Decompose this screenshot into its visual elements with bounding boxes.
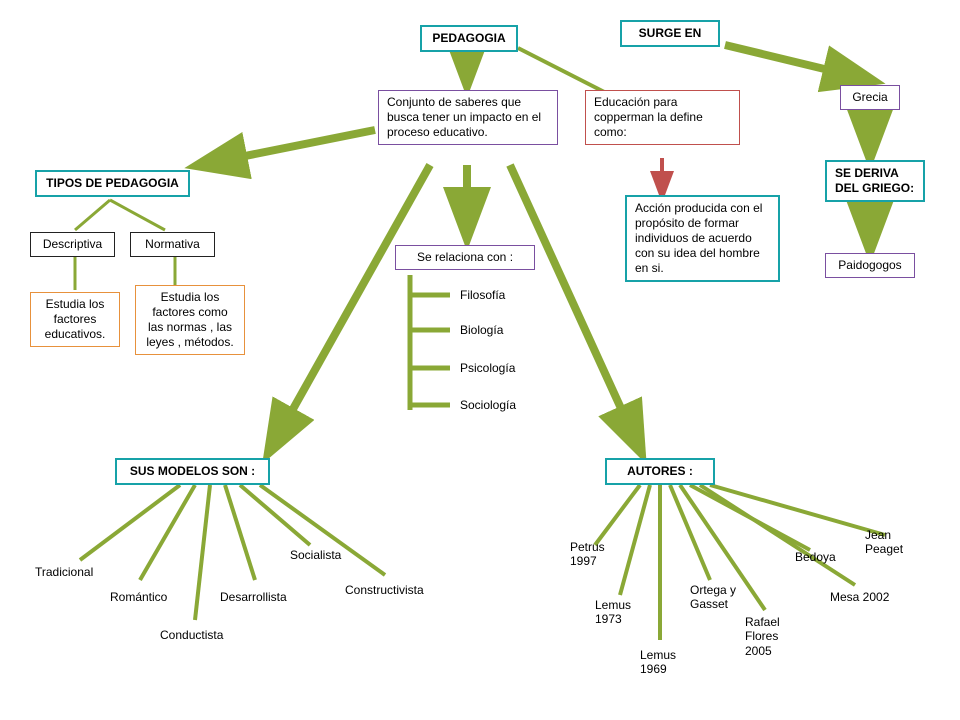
label-lemus73: Lemus 1973 xyxy=(595,598,645,627)
label-conductista: Conductista xyxy=(160,628,223,642)
node-se-relaciona: Se relaciona con : xyxy=(395,245,535,270)
label-constructivista: Constructivista xyxy=(345,583,424,597)
node-pedagogia: PEDAGOGIA xyxy=(420,25,518,52)
node-educacion-copperman: Educación para copperman la define como: xyxy=(585,90,740,145)
node-sus-modelos: SUS MODELOS SON : xyxy=(115,458,270,485)
node-se-deriva: SE DERIVA DEL GRIEGO: xyxy=(825,160,925,202)
label-filosofia: Filosofía xyxy=(460,288,505,302)
label-psicologia: Psicología xyxy=(460,361,515,375)
node-surge-en: SURGE EN xyxy=(620,20,720,47)
node-tipos: TIPOS DE PEDAGOGIA xyxy=(35,170,190,197)
label-mesa: Mesa 2002 xyxy=(830,590,889,604)
node-norm-estudia: Estudia los factores como las normas , l… xyxy=(135,285,245,355)
label-biologia: Biología xyxy=(460,323,503,337)
label-romantico: Romántico xyxy=(110,590,167,604)
node-grecia: Grecia xyxy=(840,85,900,110)
node-definicion: Conjunto de saberes que busca tener un i… xyxy=(378,90,558,145)
label-bedoya: Bedoya xyxy=(795,550,836,564)
label-socialista: Socialista xyxy=(290,548,341,562)
node-descriptiva: Descriptiva xyxy=(30,232,115,257)
label-jean: Jean Peaget xyxy=(865,528,925,557)
node-accion: Acción producida con el propósito de for… xyxy=(625,195,780,282)
label-petrus: Petrus 1997 xyxy=(570,540,620,569)
label-desarrollista: Desarrollista xyxy=(220,590,287,604)
label-rafael: Rafael Flores 2005 xyxy=(745,615,800,658)
label-ortega: Ortega y Gasset xyxy=(690,583,755,612)
node-desc-estudia: Estudia los factores educativos. xyxy=(30,292,120,347)
node-paidogogos: Paidogogos xyxy=(825,253,915,278)
label-tradicional: Tradicional xyxy=(35,565,93,579)
node-normativa: Normativa xyxy=(130,232,215,257)
label-sociologia: Sociología xyxy=(460,398,516,412)
label-lemus69: Lemus 1969 xyxy=(640,648,690,677)
node-autores: AUTORES : xyxy=(605,458,715,485)
